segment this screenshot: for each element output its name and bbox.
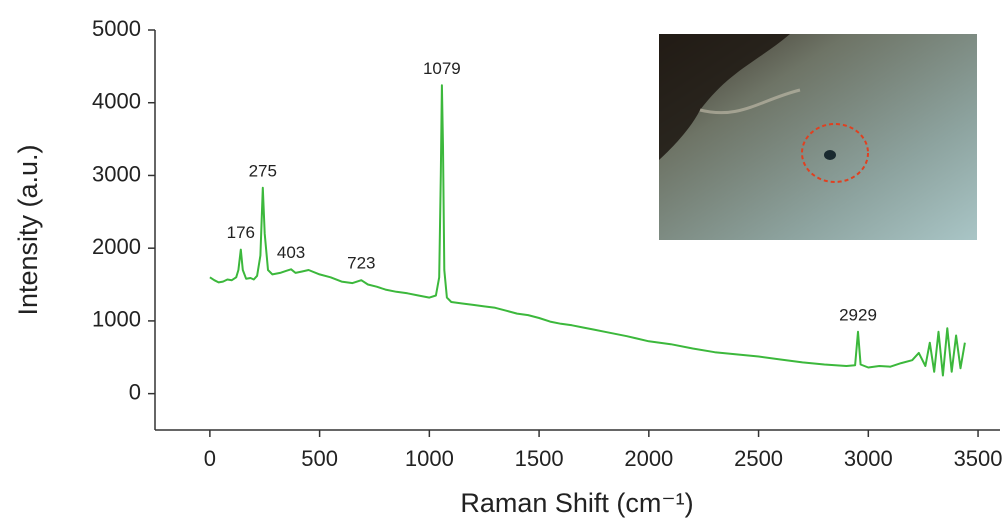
y-tick-label: 3000 <box>92 161 141 186</box>
y-tick-label: 2000 <box>92 234 141 259</box>
peak-label: 723 <box>347 254 375 273</box>
peak-label: 176 <box>227 223 255 242</box>
x-tick-label: 2000 <box>624 446 673 471</box>
x-tick-label: 3500 <box>954 446 1003 471</box>
y-axis-title: Intensity (a.u.) <box>13 144 43 315</box>
x-tick-label: 500 <box>301 446 338 471</box>
x-axis-title: Raman Shift (cm⁻¹) <box>460 488 693 518</box>
spectrum-line <box>209 84 966 377</box>
x-tick-label: 3000 <box>844 446 893 471</box>
peak-label: 1079 <box>423 59 461 78</box>
x-tick-label: 0 <box>204 446 216 471</box>
peak-label: 275 <box>249 161 277 180</box>
x-tick-label: 1000 <box>405 446 454 471</box>
y-tick-label: 4000 <box>92 89 141 114</box>
inset-photo <box>659 34 977 240</box>
y-tick-label: 1000 <box>92 307 141 332</box>
x-tick-label: 2500 <box>734 446 783 471</box>
y-tick-label: 5000 <box>92 16 141 41</box>
peak-label: 2929 <box>839 305 877 324</box>
peak-label: 403 <box>277 243 305 262</box>
x-tick-label: 1500 <box>515 446 564 471</box>
y-tick-label: 0 <box>129 379 141 404</box>
